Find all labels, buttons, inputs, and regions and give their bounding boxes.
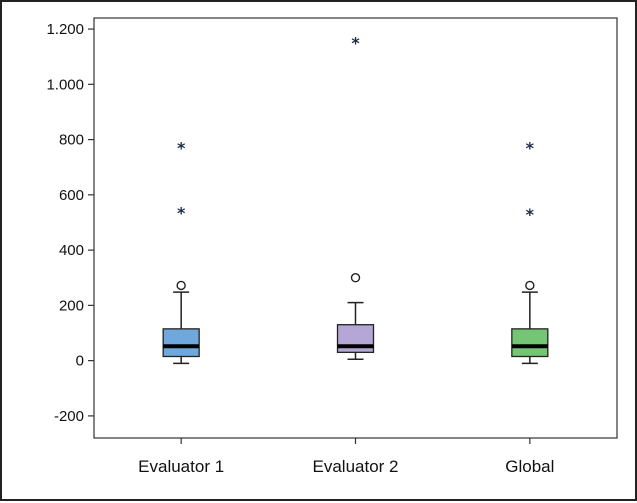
y-tick-label: 0 [76,353,84,370]
outlier-star: * [351,33,360,52]
box-iqr [511,328,549,358]
y-tick-label: 1.000 [46,76,84,93]
outlier-star: * [177,203,186,222]
plot-area [93,17,618,439]
outlier-star: * [526,205,535,224]
outlier-star: * [177,138,186,157]
x-category-label: Evaluator 1 [138,457,224,476]
box-group: * [336,33,375,360]
box-iqr [162,328,200,358]
y-tick-label: 1.200 [46,21,84,38]
x-axis: Evaluator 1 Evaluator 2 Global [138,438,554,476]
y-tick-label: 800 [59,132,84,149]
outlier-star: * [526,138,535,157]
box-group: ** [511,138,549,365]
y-tick-label: 200 [59,297,84,314]
outlier-circle [176,280,186,291]
y-tick-label: 400 [59,242,84,259]
y-tick-label: 600 [59,187,84,204]
outlier-circle [350,273,361,283]
y-tick-label: -200 [54,408,84,425]
y-axis: -200 0 200 400 600 800 1.000 1.200 [46,21,94,425]
box-group: ** [162,138,200,365]
x-category-label: Evaluator 2 [313,457,399,476]
box-series-group: ***** [162,33,549,365]
x-category-label: Global [505,457,554,476]
outlier-circle [525,280,535,291]
